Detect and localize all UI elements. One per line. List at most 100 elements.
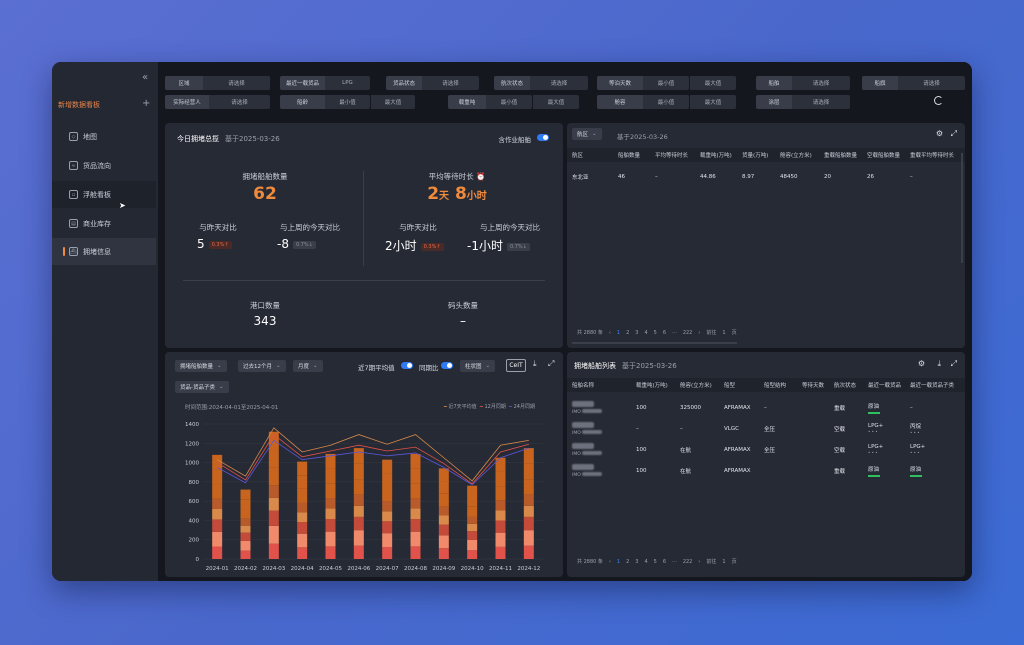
page-input[interactable]: 1 [722,559,726,565]
page-number[interactable]: 3 [635,330,639,336]
prev-page-icon[interactable]: ‹ [608,559,611,565]
page-number[interactable]: 1 [616,559,621,565]
sidebar-item-floating[interactable]: ▫ 浮舱看板 [52,181,156,208]
table-cell: 丙烷 • • • [910,418,960,439]
column-header[interactable]: 载重吨(万吨) [636,383,668,389]
settings-icon[interactable]: ⚙ [917,359,925,368]
download-icon[interactable]: ⤓ [533,359,537,368]
avg-toggle[interactable] [401,362,413,369]
filter-capacity[interactable]: 舱容 最小值 最大值 [597,95,736,109]
port-count-label: 港口数量 [250,301,280,310]
table-row[interactable]: 东北亚 46 – 44.86 8.97 48450 20 26 – [572,169,960,185]
page-number[interactable]: ··· [672,330,677,336]
pagination[interactable]: 共 2880 条 ‹ 1 2 3 4 5 6 ··· 222 › 前往 1 页 [577,329,743,336]
filter-berth-days[interactable]: 等泊天数 最小值 最大值 [597,76,736,90]
yoy-toggle[interactable] [441,362,453,369]
bar-segment [495,546,506,559]
range-dropdown[interactable]: 过去12个月 [238,360,286,372]
data-table-icon[interactable]: CeIT [506,359,526,372]
table-row[interactable]: IMO 100 在航 AFRAMAX 全压 空载 LPG+ • • • LPG+ • • • [572,439,960,460]
column-header[interactable]: 载重吨(万吨) [700,153,732,159]
table-row[interactable]: IMO 100 325000 AFRAMAX – 重载 原油 – [572,397,960,418]
page-number[interactable]: 5 [653,559,657,565]
page-number[interactable]: 2 [626,559,630,565]
bar-segment [523,463,534,480]
column-header[interactable]: 重载船舶数量 [824,153,858,159]
table-cell: 325000 [680,404,701,411]
page-number[interactable]: 6 [662,559,667,565]
page-input[interactable]: 1 [722,330,726,336]
chart-type-dropdown[interactable]: 柱状图 [460,360,496,372]
fullscreen-icon[interactable]: ⤢ [950,359,957,368]
column-header[interactable]: 舱容(立方米) [680,383,712,389]
column-header[interactable]: 最近一载货品 [868,383,902,389]
scrollbar[interactable] [961,153,963,263]
page-number[interactable]: 222 [682,330,693,336]
h-scrollbar[interactable] [572,342,737,344]
include-working-toggle[interactable] [537,134,549,141]
refresh-icon[interactable] [934,96,943,105]
sidebar-item-map[interactable]: ◇ 地图 [52,123,156,150]
period-dropdown[interactable]: 月度 [293,360,323,372]
page-number[interactable]: 4 [644,559,648,565]
table-header-row: 船舶名称 载重吨(万吨) 舱容(立方米) 船型 船型结构 等待天数 航次状态 最近一载货品 最近… [572,381,960,397]
column-header[interactable]: 船型结构 [764,383,787,389]
page-number[interactable]: 6 [662,330,667,336]
page-number[interactable]: 1 [616,330,621,336]
filter-dwt[interactable]: 载重吨 最小值 最大值 [448,95,579,109]
column-header[interactable]: 航区 [572,153,584,159]
next-page-icon[interactable]: › [698,330,701,336]
filter-coating[interactable]: 涂层 请选择 [756,95,850,109]
column-header[interactable]: 舱容(立方米) [780,153,812,159]
filter-operator[interactable]: 实际经营人 请选择 [165,95,270,109]
bar-segment [325,546,336,559]
pagination[interactable]: 共 2880 条 ‹ 1 2 3 4 5 6 ··· 222 › 前往 1 页 [577,558,743,565]
sidebar-item-inventory[interactable]: ▤ 商业库存 [52,210,156,237]
next-page-icon[interactable]: › [698,559,701,565]
column-header[interactable]: 最近一载货品子类 [910,383,955,389]
settings-icon[interactable]: ⚙ [935,129,943,138]
vessel-name-cell[interactable]: IMO [572,397,636,418]
collapse-icon[interactable]: « [142,72,149,83]
column-header[interactable]: 航次状态 [834,383,857,389]
metric-dropdown[interactable]: 拥堵船舶数量 [175,360,227,372]
cargo-dropdown[interactable]: 货品-货品子类 [175,381,229,393]
imo-label: IMO [572,450,636,457]
table-row[interactable]: IMO – – VLGC 全压 空载 LPG+ • • • 丙烷 • • • [572,418,960,439]
column-header[interactable]: 平均等待时长 [655,153,689,159]
download-icon[interactable]: ⤓ [937,359,941,368]
column-header[interactable]: 重载平均等待时长 [910,153,955,159]
page-number[interactable]: 222 [682,559,693,565]
filter-voyage-status[interactable]: 航次状态 请选择 [494,76,588,90]
filter-flag[interactable]: 船旗 请选择 [862,76,965,90]
filter-cargo-status[interactable]: 货品状态 请选择 [386,76,479,90]
page-number[interactable]: ··· [672,559,677,565]
column-header[interactable]: 货量(万吨) [742,153,769,159]
fullscreen-icon[interactable]: ⤢ [548,359,555,368]
column-header[interactable]: 空载船舶数量 [867,153,901,159]
fullscreen-icon[interactable]: ⤢ [950,129,957,138]
page-number[interactable]: 3 [635,559,639,565]
page-number[interactable]: 5 [653,330,657,336]
page-number[interactable]: 4 [644,330,648,336]
add-board-icon[interactable]: + [142,98,151,109]
vessel-name-cell[interactable]: IMO [572,460,636,481]
table-row[interactable]: IMO 100 在航 AFRAMAX 重载 原油 原油 [572,460,960,481]
filter-vessel[interactable]: 船舶 请选择 [756,76,850,90]
column-header[interactable]: 船舶数量 [618,153,641,159]
filter-last-cargo[interactable]: 最近一载货品 LPG [280,76,370,90]
prev-page-icon[interactable]: ‹ [608,330,611,336]
region-dropdown[interactable]: 航区 [572,128,602,140]
column-header[interactable]: 船型 [724,383,736,389]
sidebar-item-flow[interactable]: ≈ 货品流向 [52,152,156,179]
page-number[interactable]: 2 [626,330,630,336]
column-header[interactable]: 船舶名称 [572,383,595,389]
filter-region[interactable]: 区域 请选择 [165,76,270,90]
sidebar-item-congestion[interactable]: ⛴ 拥堵信息 [52,238,156,265]
legend-swatch: ━ [443,404,447,410]
filter-age[interactable]: 船龄 最小值 最大值 [280,95,415,109]
bar-segment [353,545,364,559]
column-header[interactable]: 等待天数 [802,383,825,389]
vessel-name-cell[interactable]: IMO [572,418,636,439]
vessel-name-cell[interactable]: IMO [572,439,636,460]
